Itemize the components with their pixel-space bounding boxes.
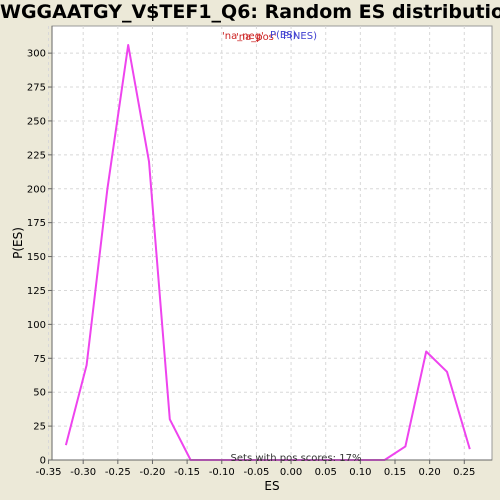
y-tick-label: 250 [27,116,46,127]
legend-label-pnes: P(NES) [283,31,317,42]
x-tick-label: 0.00 [280,467,302,478]
x-tick-label: -0.35 [36,467,62,478]
y-tick-label: 150 [27,252,46,263]
y-tick-label: 200 [27,184,46,195]
legend-label-pes: P(ES) [270,30,297,41]
legend-label-na-pos: 'na_pos' [236,32,277,43]
grid-lines [48,26,492,460]
x-tick-label: 0.15 [384,467,406,478]
x-tick-label: -0.30 [70,467,96,478]
y-tick-label: 275 [27,83,46,94]
x-tick-label: -0.05 [243,467,269,478]
y-tick-label: 100 [27,320,46,331]
pos-scores-annotation: Sets with pos scores: 17% [231,453,362,464]
y-tick-label: 50 [33,388,46,399]
y-tick-label: 300 [27,49,46,60]
axes: 0255075100125150175200225250275300-0.35-… [27,26,492,478]
x-tick-label: -0.15 [174,467,200,478]
x-tick-label: 0.20 [419,467,441,478]
chart-title: WGGAATGY_V$TEF1_Q6: Random ES distributi… [0,1,500,23]
x-tick-label: -0.10 [209,467,235,478]
x-tick-label: 0.25 [453,467,475,478]
x-tick-label: -0.20 [140,467,166,478]
legend: 'na_neg''na_pos'P(ES)P(NES) [222,30,317,43]
x-axis-title: ES [264,479,279,493]
y-tick-label: 75 [33,354,46,365]
y-axis-title: P(ES) [11,227,25,259]
y-tick-label: 125 [27,286,46,297]
y-tick-label: 25 [33,422,46,433]
x-tick-label: -0.25 [105,467,131,478]
y-tick-label: 225 [27,150,46,161]
y-tick-label: 175 [27,218,46,229]
x-tick-label: 0.10 [349,467,371,478]
x-tick-label: 0.05 [315,467,337,478]
legend-label-na-neg: 'na_neg' [222,31,264,42]
y-tick-label: 0 [40,456,46,467]
